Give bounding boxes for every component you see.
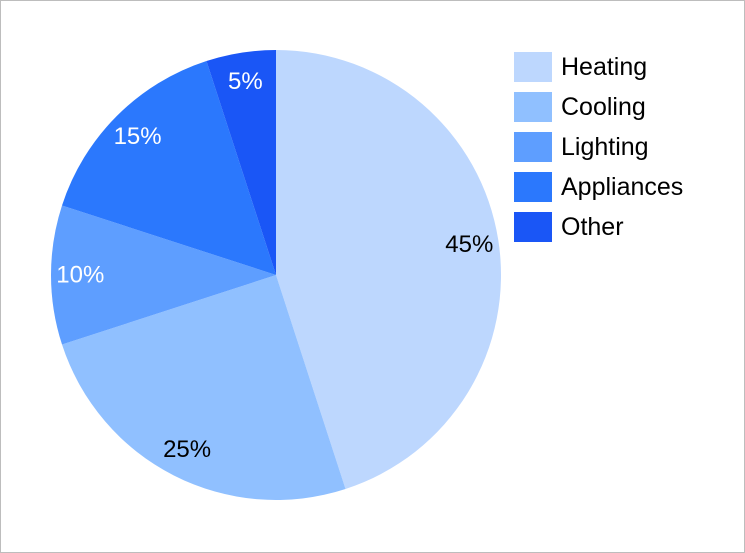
data-label-appliances: 15% — [114, 123, 162, 150]
pie-data-labels: 45% 25% 10% 15% 5% — [56, 68, 493, 463]
legend-label-heating: Heating — [561, 53, 647, 81]
legend-label-appliances: Appliances — [561, 173, 683, 201]
data-label-other: 5% — [228, 68, 263, 95]
pie-slice-appliances — [62, 61, 277, 276]
data-label-cooling: 25% — [163, 436, 211, 463]
pie-slice-other — [206, 50, 276, 275]
pie-slice-lighting — [50, 205, 276, 345]
data-label-lighting: 10% — [56, 262, 104, 289]
legend: Heating Cooling Lighting Appliances Other — [514, 52, 683, 242]
legend-swatch-lighting — [514, 132, 552, 162]
legend-label-other: Other — [561, 213, 624, 241]
pie-slices — [50, 50, 502, 501]
legend-label-cooling: Cooling — [561, 93, 646, 121]
pie-slice-heating — [276, 50, 502, 489]
legend-swatch-other — [514, 212, 552, 242]
legend-swatch-heating — [514, 52, 552, 82]
data-label-heating: 45% — [445, 231, 493, 258]
legend-label-lighting: Lighting — [561, 133, 649, 161]
legend-swatch-cooling — [514, 92, 552, 122]
legend-swatch-appliances — [514, 172, 552, 202]
pie-slice-cooling — [62, 275, 346, 501]
